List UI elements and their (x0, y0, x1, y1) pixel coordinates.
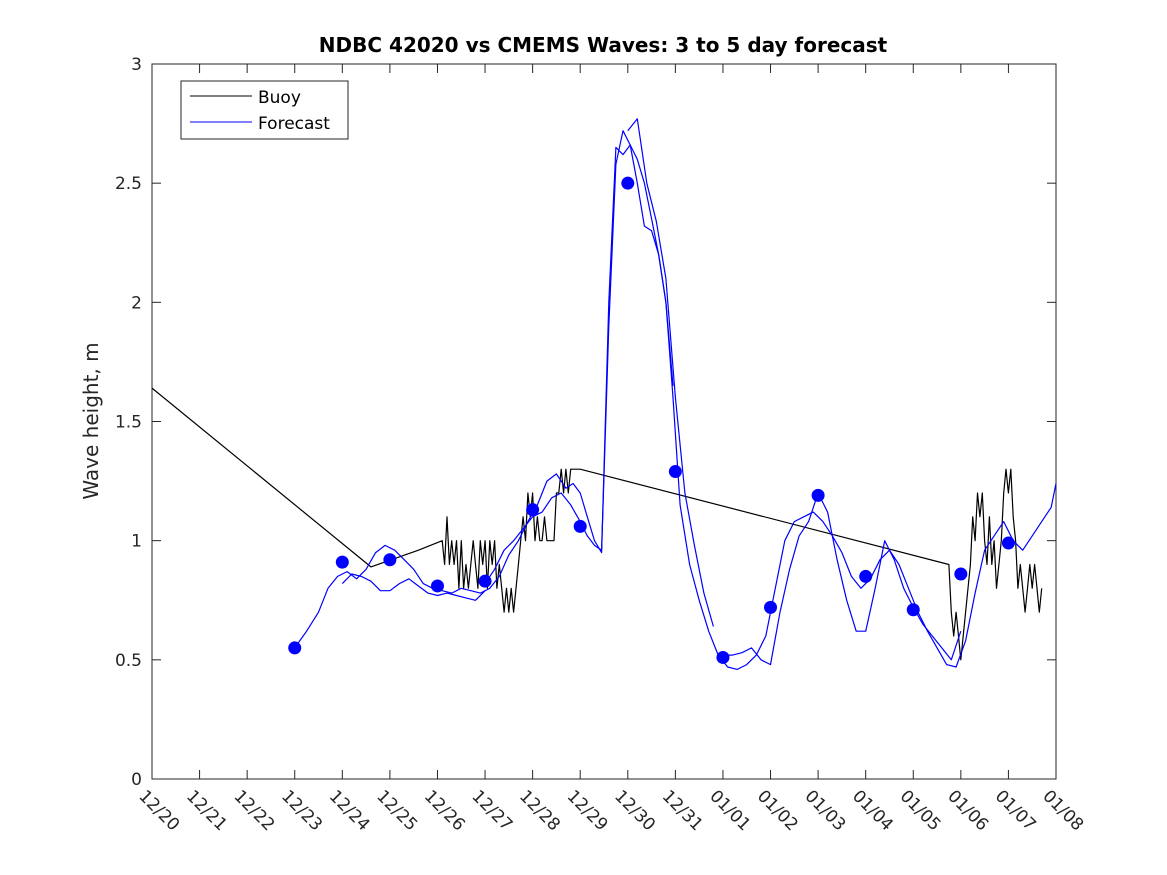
forecast-marker (668, 465, 682, 479)
forecast-d-line (627, 118, 714, 627)
marker-layer (288, 176, 1015, 664)
plot-area-frame (151, 63, 1057, 780)
legend-box (180, 80, 349, 140)
legend-forecast-label: Forecast (258, 114, 330, 134)
buoy-line (151, 387, 1043, 661)
y-tick-label: 2.5 (115, 174, 142, 194)
forecast-marker (478, 574, 492, 588)
forecast-marker (383, 553, 397, 567)
forecast-marker (1001, 536, 1015, 550)
forecast-marker (764, 600, 778, 614)
forecast-marker (526, 503, 540, 517)
y-tick-label: 0 (131, 770, 142, 790)
forecast-marker (573, 519, 587, 533)
legend-buoy-label: Buoy (258, 88, 301, 108)
y-tick-label: 0.5 (115, 651, 142, 671)
forecast-marker (811, 488, 825, 502)
forecast-marker (716, 650, 730, 664)
forecast-a-line (294, 144, 674, 649)
chart-title: NDBC 42020 vs CMEMS Waves: 3 to 5 day fo… (319, 33, 888, 57)
y-axis-label: Wave height, m (79, 342, 103, 499)
legend: Buoy Forecast (180, 80, 349, 140)
forecast-marker (288, 641, 302, 655)
forecast-b-line (341, 573, 486, 601)
forecast-marker (906, 603, 920, 617)
forecast-marker (335, 555, 349, 569)
forecast-marker (430, 579, 444, 593)
forecast-c-line (484, 130, 1057, 671)
forecast-marker (954, 567, 968, 581)
y-tick-label: 3 (131, 55, 142, 75)
forecast-marker (859, 569, 873, 583)
y-tick-label: 1.5 (115, 413, 142, 433)
forecast-e-line (722, 492, 962, 666)
y-tick-label: 2 (131, 293, 142, 313)
y-tick-label: 1 (131, 532, 142, 552)
series-layer (151, 118, 1057, 671)
forecast-marker (621, 176, 635, 190)
